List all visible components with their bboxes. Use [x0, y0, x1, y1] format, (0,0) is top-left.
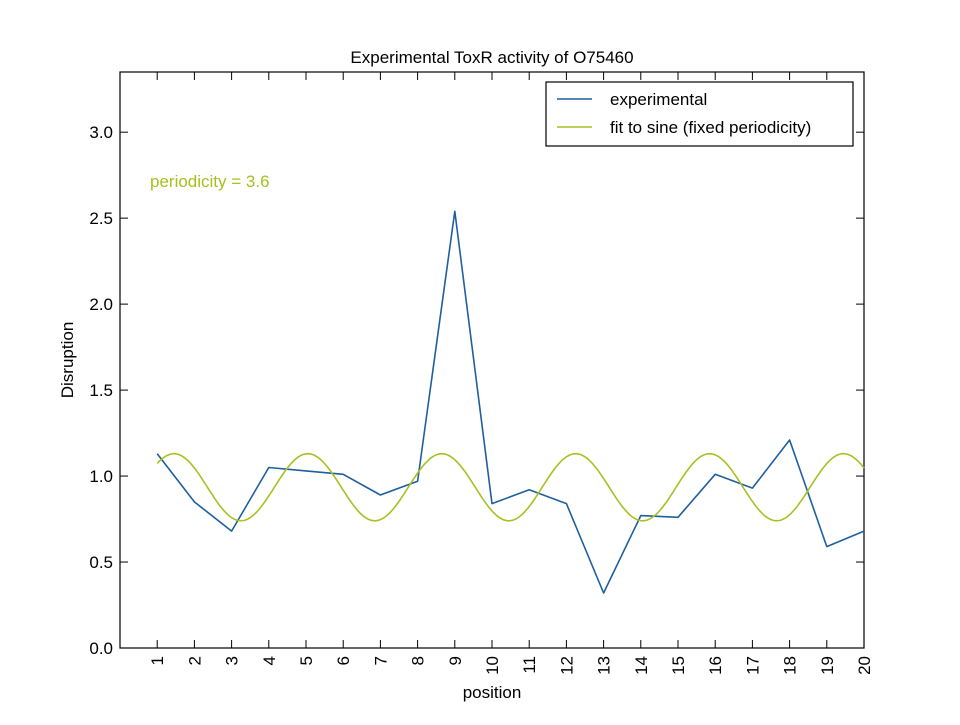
y-axis: 0.0 0.5 1.0 1.5 2.0 2.5 3.0	[89, 123, 864, 658]
chart-title: Experimental ToxR activity of O75460	[350, 48, 633, 67]
x-tick-label: 6	[334, 656, 353, 665]
x-tick-label: 11	[520, 656, 539, 674]
legend-label: fit to sine (fixed periodicity)	[610, 118, 811, 137]
y-axis-label: Disruption	[58, 322, 77, 399]
y-tick-label: 0.5	[89, 553, 113, 572]
experimental-series-line	[156, 210, 865, 594]
x-tick-label: 9	[446, 656, 465, 665]
x-tick-label: 10	[483, 656, 502, 675]
x-tick-label: 15	[669, 656, 688, 675]
x-tick-label: 20	[855, 656, 874, 675]
x-tick-label: 4	[260, 656, 279, 665]
x-tick-label: 3	[223, 656, 242, 665]
x-tick-label: 5	[297, 656, 316, 665]
legend-label: experimental	[610, 90, 707, 109]
x-tick-label: 16	[706, 656, 725, 675]
x-tick-label: 18	[781, 656, 800, 675]
x-tick-label: 1	[148, 656, 167, 665]
x-axis: 1 2 3 4 5 6 7 8 9 10 11 12 13 14 15 16 17 18 19 20	[148, 72, 874, 675]
y-tick-label: 1.0	[89, 467, 113, 486]
y-tick-label: 0.0	[89, 639, 113, 658]
periodicity-annotation: periodicity = 3.6	[150, 172, 270, 191]
plot-frame	[119, 71, 865, 649]
x-tick-label: 7	[371, 656, 390, 665]
legend-frame	[545, 81, 854, 147]
plot-area	[119, 71, 865, 649]
x-tick-label: 13	[595, 656, 614, 675]
x-axis-label: position	[463, 683, 522, 702]
y-tick-label: 3.0	[89, 123, 113, 142]
x-tick-label: 12	[557, 656, 576, 675]
x-tick-label: 8	[409, 656, 428, 665]
x-tick-label: 2	[185, 656, 204, 665]
x-tick-label: 19	[818, 656, 837, 675]
series-lines	[156, 210, 865, 594]
y-tick-label: 1.5	[89, 381, 113, 400]
sine-fit-series-line	[156, 452, 865, 522]
y-tick-label: 2.5	[89, 209, 113, 228]
x-tick-label: 17	[743, 656, 762, 675]
legend: experimental fit to sine (fixed periodici…	[545, 81, 854, 147]
x-tick-label: 14	[632, 656, 651, 675]
y-tick-label: 2.0	[89, 295, 113, 314]
